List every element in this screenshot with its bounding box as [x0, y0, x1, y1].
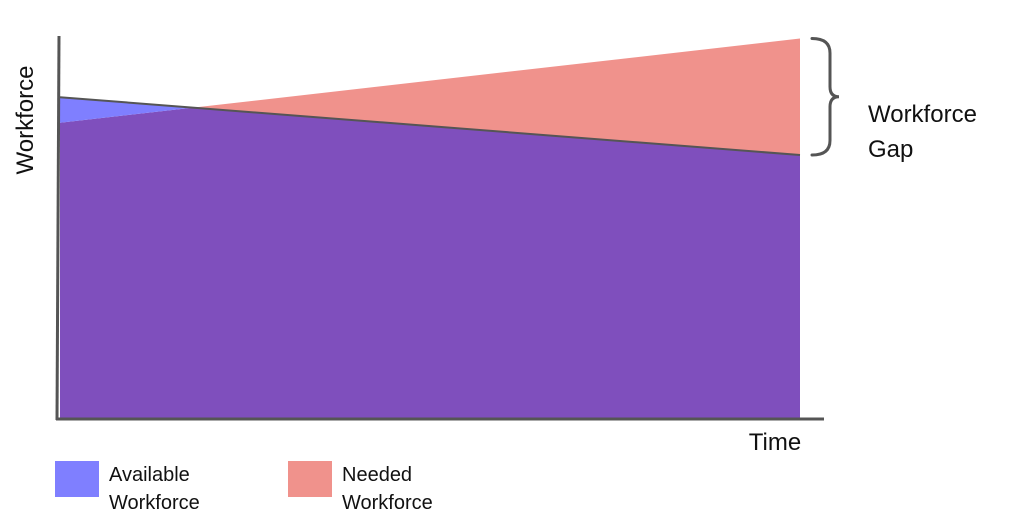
- gap-annotation-line2: Gap: [868, 136, 913, 163]
- legend-swatch-available: [55, 461, 99, 497]
- gap-brace-icon: [810, 37, 840, 157]
- legend-swatch-needed: [288, 461, 332, 497]
- legend-label-available-line1: Available: [109, 464, 190, 486]
- legend-label-needed-line2: Workforce: [342, 492, 433, 514]
- needed-workforce-area: [193, 38, 800, 156]
- legend-label-available-line2: Workforce: [109, 492, 200, 514]
- y-axis: [55, 35, 61, 421]
- legend-item-available: Available Workforce: [55, 461, 239, 517]
- available-workforce-area: [60, 97, 194, 123]
- gap-annotation-line1: Workforce: [868, 101, 977, 128]
- y-axis-label: Workforce: [12, 66, 39, 175]
- available-workforce-line: [59, 96, 801, 157]
- legend-label-needed-line1: Needed: [342, 464, 413, 486]
- legend-item-needed: Needed Workforce: [288, 461, 472, 517]
- overlap-area: [60, 107, 800, 419]
- chart-areas: [60, 38, 800, 419]
- x-axis-label: Time: [749, 429, 801, 456]
